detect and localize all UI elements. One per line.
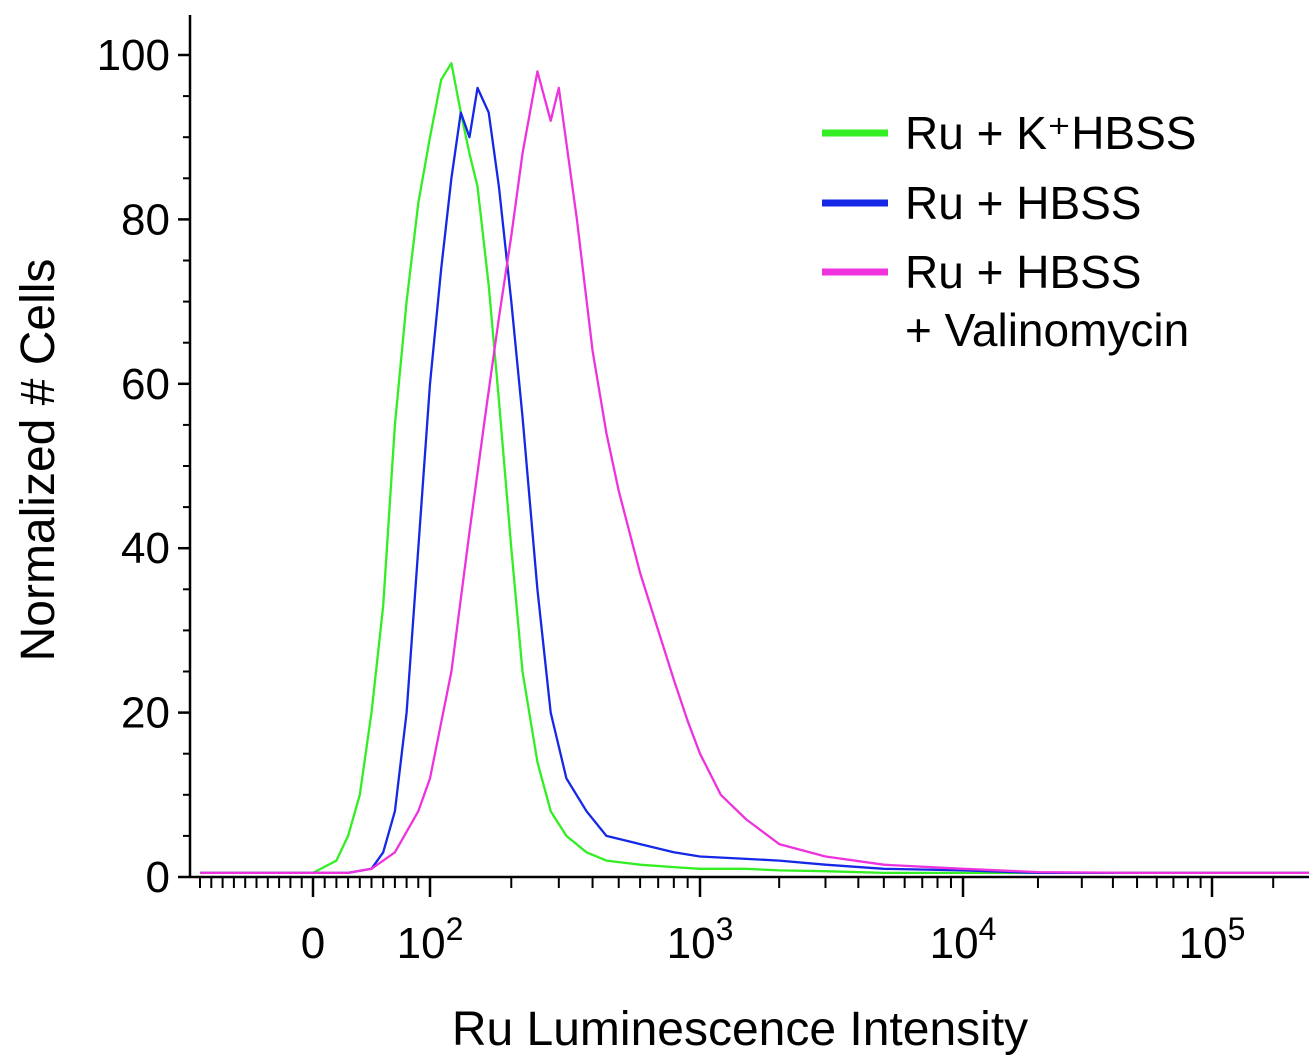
legend-label-1: Ru + HBSS xyxy=(905,177,1142,229)
x-tick-label: 103 xyxy=(667,911,734,968)
y-tick-label: 80 xyxy=(121,195,170,244)
y-tick-label: 40 xyxy=(121,524,170,573)
x-tick-label: 102 xyxy=(397,911,464,968)
y-tick-label: 60 xyxy=(121,360,170,409)
series-line-1 xyxy=(200,86,1309,875)
y-tick-label: 20 xyxy=(121,689,170,738)
series-line-0 xyxy=(200,62,1309,875)
x-tick-label: 0 xyxy=(301,919,325,968)
y-tick-label: 100 xyxy=(97,31,170,80)
x-tick-label: 105 xyxy=(1179,911,1246,968)
x-axis-title: Ru Luminescence Intensity xyxy=(452,1003,1028,1056)
legend-label-2: Ru + HBSS xyxy=(905,246,1142,298)
series-line-2 xyxy=(200,70,1309,875)
legend-label-0: Ru + K⁺HBSS xyxy=(905,107,1196,159)
axes-layer xyxy=(178,15,1309,897)
labels-layer: 0 20 40 60 80 100 0 102 103 104 105 Ru Luminescence… xyxy=(12,31,1245,1056)
legend: Ru + K⁺HBSS Ru + HBSS Ru + HBSS + Valinomyc… xyxy=(822,107,1196,356)
legend-label-2: + Valinomycin xyxy=(905,304,1189,356)
y-tick-label: 0 xyxy=(146,853,170,902)
x-tick-label: 104 xyxy=(930,911,997,968)
y-axis-title: Normalized # Cells xyxy=(12,259,65,662)
series-layer xyxy=(200,62,1309,875)
